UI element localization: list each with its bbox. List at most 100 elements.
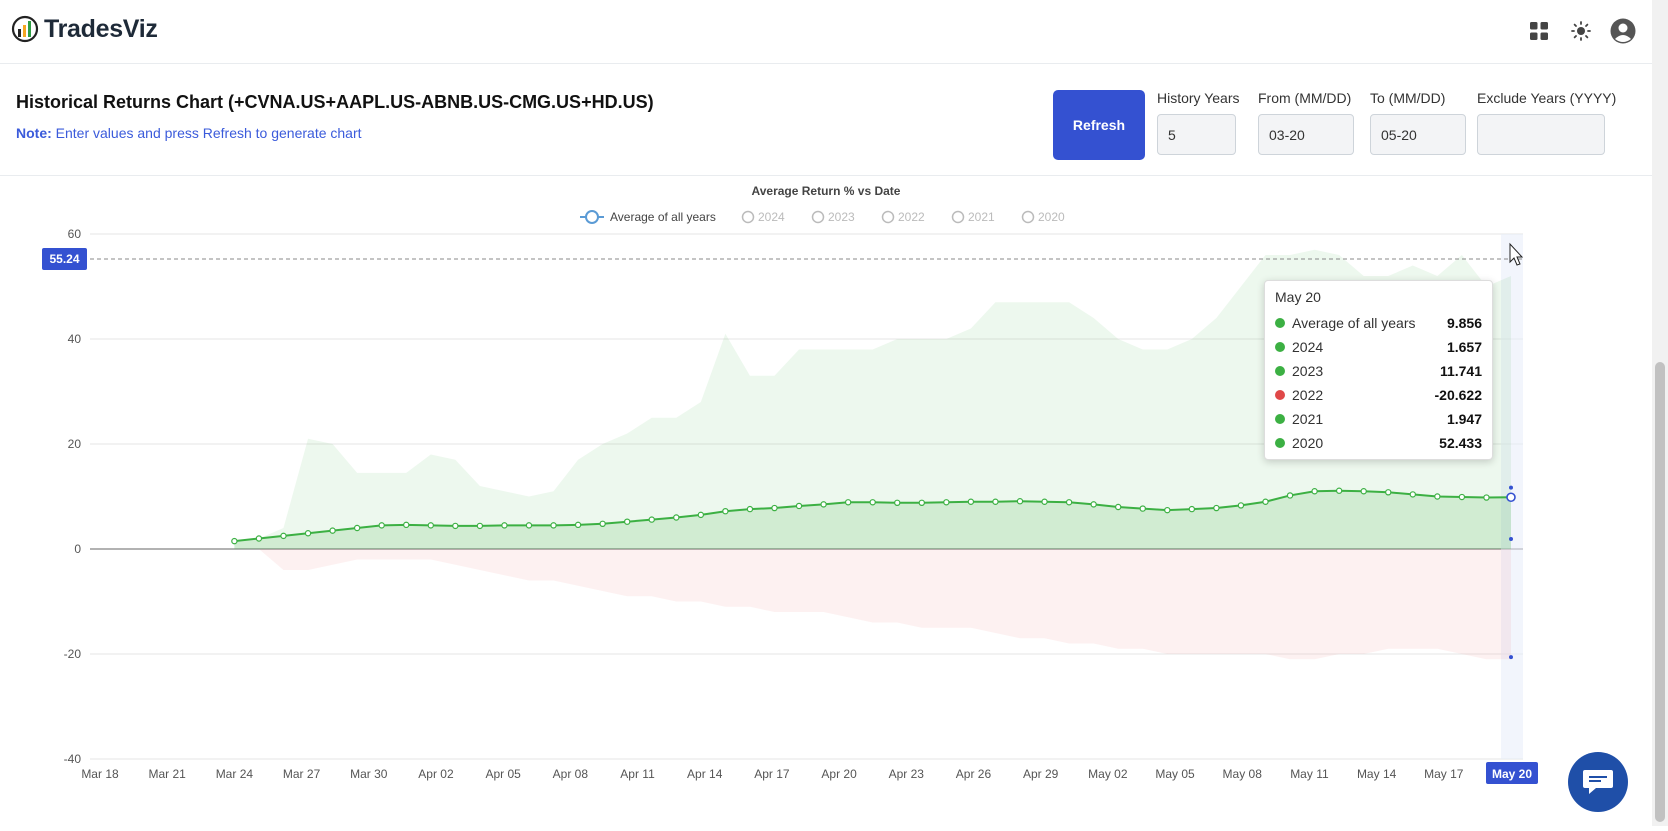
y-tick-label: -20 <box>64 647 82 661</box>
data-point <box>1139 505 1146 512</box>
tooltip-row-value: 9.856 <box>1446 315 1482 331</box>
legend-label: 2020 <box>1038 210 1065 224</box>
legend-marker <box>881 210 895 224</box>
data-point <box>1385 489 1392 496</box>
legend-marker <box>585 210 599 224</box>
x-tick-label: Apr 02 <box>418 767 454 781</box>
data-point <box>722 508 729 515</box>
negative-range-area <box>234 549 1511 660</box>
x-highlight-badge <box>1486 762 1538 784</box>
chart-tooltip: May 20 Average of all years 9.856 2024 1.65… <box>1264 280 1493 460</box>
legend-item[interactable]: 2022 <box>881 210 926 224</box>
legend-item[interactable]: Average of all years <box>580 210 716 224</box>
tooltip-row-name: 2021 <box>1292 411 1324 427</box>
note-label: Note: <box>16 125 52 141</box>
legend-label: 2024 <box>758 210 785 224</box>
data-point <box>918 499 925 506</box>
tooltip-row-name: Average of all years <box>1292 315 1416 331</box>
account-icon[interactable] <box>1610 18 1636 44</box>
page-scrollbar[interactable] <box>1652 0 1668 826</box>
data-point <box>550 522 557 529</box>
y-tick-label: 60 <box>68 227 82 241</box>
legend-label: 2022 <box>898 210 925 224</box>
logo[interactable]: TradesViz <box>10 14 158 44</box>
data-point <box>967 498 975 505</box>
logo-chart-icon <box>11 15 39 43</box>
data-point <box>378 522 385 529</box>
theme-sun-icon[interactable] <box>1568 18 1594 44</box>
hover-series-dot <box>1509 537 1513 542</box>
legend-label: Average of all years <box>610 210 716 224</box>
x-tick-label: May 14 <box>1357 767 1397 781</box>
x-tick-label: Mar 18 <box>81 767 119 781</box>
tooltip-row-name: 2020 <box>1292 435 1324 451</box>
tooltip-row-value: 11.741 <box>1439 363 1482 379</box>
data-point <box>746 505 754 513</box>
tooltip-title: May 20 <box>1275 289 1321 305</box>
data-point <box>844 499 852 506</box>
apps-grid-icon[interactable] <box>1526 18 1552 44</box>
page-title: Historical Returns Chart (+CVNA.US+AAPL.… <box>16 92 654 112</box>
data-point <box>1335 487 1343 494</box>
x-tick-label: May 17 <box>1424 767 1464 781</box>
legend-marker <box>741 210 755 224</box>
data-point <box>1286 492 1294 499</box>
x-tick-label: Mar 24 <box>216 767 254 781</box>
chart-title: Average Return % vs Date <box>752 184 901 198</box>
exclude-years-field: Exclude Years (YYYY) <box>1477 90 1616 155</box>
data-point <box>1409 491 1416 498</box>
data-point <box>1016 498 1024 505</box>
data-point <box>1188 505 1196 513</box>
tooltip-row-name: 2024 <box>1292 339 1324 355</box>
tooltip-dot-icon <box>1275 318 1285 328</box>
from-date-input[interactable] <box>1258 114 1354 155</box>
y-tick-label: -40 <box>64 752 82 766</box>
tooltip-row: Average of all years 9.856 <box>1275 311 1482 335</box>
data-point <box>304 530 312 537</box>
tooltip-row-value: 1.657 <box>1446 339 1482 355</box>
scrollbar-thumb[interactable] <box>1655 362 1665 822</box>
exclude-years-input[interactable] <box>1477 114 1605 155</box>
to-date-input[interactable] <box>1370 114 1466 155</box>
chat-button[interactable] <box>1568 752 1628 812</box>
data-point <box>673 514 680 521</box>
from-date-label: From (MM/DD) <box>1258 90 1352 106</box>
logo-text: TradesViz <box>44 14 158 43</box>
crosshair-value-label: 55.24 <box>49 252 79 266</box>
legend-item[interactable]: 2021 <box>951 210 996 224</box>
data-point <box>1483 494 1490 501</box>
history-years-field: History Years <box>1157 90 1239 155</box>
data-point <box>476 522 484 530</box>
x-tick-label: May 02 <box>1088 767 1128 781</box>
x-tick-label: May 08 <box>1223 767 1263 781</box>
data-point <box>623 518 631 525</box>
tooltip-dot-icon <box>1275 390 1285 400</box>
returns-chart[interactable]: Average Return % vs Date Average of all y… <box>0 178 1652 826</box>
history-years-input[interactable] <box>1157 114 1236 155</box>
data-point <box>869 499 876 506</box>
refresh-button[interactable]: Refresh <box>1053 90 1145 160</box>
data-point <box>403 521 410 529</box>
hover-series-dot <box>1509 485 1513 490</box>
legend-item[interactable]: 2020 <box>1021 210 1066 224</box>
legend-marker <box>1021 210 1035 224</box>
to-date-field: To (MM/DD) <box>1370 90 1466 155</box>
data-point <box>255 535 263 542</box>
data-point <box>452 522 459 530</box>
legend-label: 2023 <box>828 210 855 224</box>
x-highlight-label: May 20 <box>1492 767 1532 781</box>
legend-item[interactable]: 2024 <box>741 210 786 224</box>
legend-item[interactable]: 2023 <box>811 210 856 224</box>
tooltip-row-value: -20.622 <box>1434 387 1482 403</box>
y-tick-label: 20 <box>68 437 82 451</box>
data-point <box>648 516 655 523</box>
to-date-label: To (MM/DD) <box>1370 90 1446 106</box>
data-point <box>1458 493 1466 501</box>
data-point <box>280 532 287 540</box>
chart-controls: Historical Returns Chart (+CVNA.US+AAPL.… <box>0 64 1652 176</box>
hover-series-dot <box>1509 655 1513 660</box>
x-tick-label: Apr 26 <box>956 767 992 781</box>
tooltip-row-name: 2023 <box>1292 363 1324 379</box>
x-tick-label: Apr 14 <box>687 767 723 781</box>
data-point <box>525 522 533 529</box>
